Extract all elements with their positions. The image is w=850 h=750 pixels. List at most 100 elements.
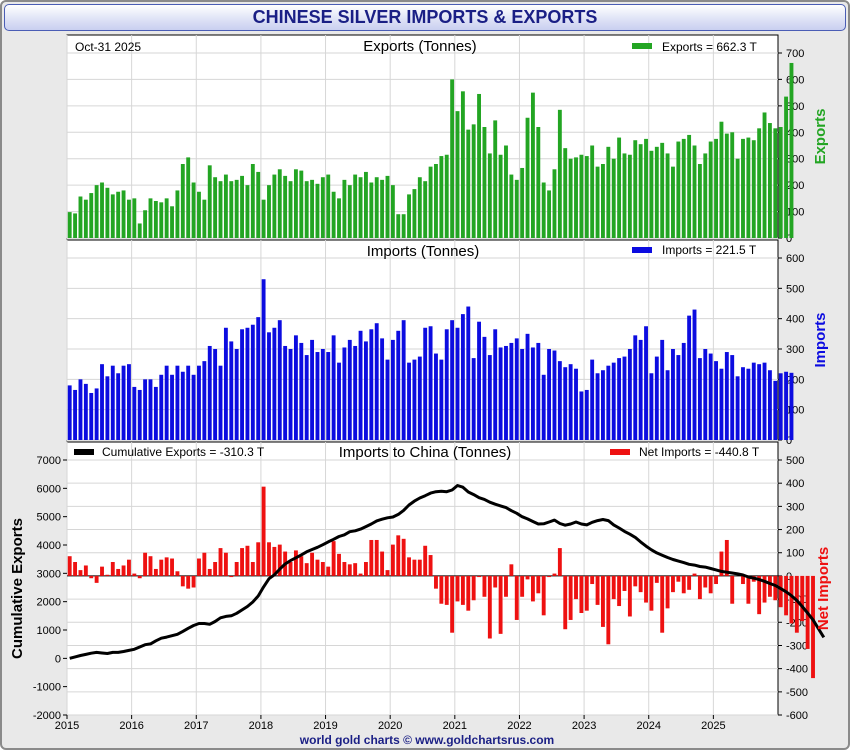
imports-bar bbox=[493, 329, 498, 440]
exports-bar bbox=[272, 174, 277, 238]
imports-bar bbox=[148, 379, 153, 440]
exports-bar bbox=[671, 166, 675, 238]
net-imports-bar bbox=[773, 575, 778, 601]
exports-bar bbox=[304, 181, 309, 238]
net-imports-bar bbox=[665, 575, 670, 609]
net-imports-bar bbox=[121, 565, 126, 576]
exports-bar bbox=[73, 213, 78, 238]
imports-bar bbox=[299, 342, 304, 440]
exports-bar bbox=[606, 146, 611, 238]
exports-bar bbox=[218, 181, 223, 238]
imports-bar bbox=[116, 373, 121, 440]
exports-bar bbox=[746, 137, 751, 238]
exports-bar bbox=[358, 177, 363, 238]
net-imports-bar bbox=[697, 575, 702, 600]
y-tick-label: 700 bbox=[786, 48, 804, 60]
y-tick-label-left: 5000 bbox=[37, 512, 61, 524]
exports-bar bbox=[67, 212, 72, 238]
exports-bar bbox=[78, 196, 83, 238]
exports-bar bbox=[719, 121, 724, 238]
net-imports-bar bbox=[385, 570, 390, 576]
imports-bar bbox=[498, 347, 503, 440]
imports-bar bbox=[439, 359, 444, 440]
y-tick-label: 0 bbox=[786, 435, 792, 447]
net-imports-bar bbox=[638, 575, 643, 593]
exports-bar bbox=[482, 127, 487, 238]
net-imports-bar bbox=[660, 575, 665, 633]
imports-bar bbox=[240, 329, 244, 440]
net-imports-bar bbox=[256, 542, 261, 576]
exports-bar bbox=[186, 157, 191, 238]
y-tick-label: 200 bbox=[786, 180, 804, 192]
net-imports-bar bbox=[277, 544, 282, 576]
net-imports-bar bbox=[649, 575, 654, 611]
imports-bar bbox=[644, 326, 648, 440]
imports-bar bbox=[746, 368, 751, 440]
net-imports-bar bbox=[197, 558, 201, 576]
net-imports-bar bbox=[654, 575, 659, 583]
exports-bar bbox=[520, 167, 525, 238]
imports-bar bbox=[654, 356, 659, 440]
imports-bar bbox=[714, 361, 718, 440]
net-imports-bar bbox=[191, 575, 196, 588]
exports-bar bbox=[223, 174, 228, 238]
imports-bar bbox=[455, 327, 460, 440]
exports-bar bbox=[423, 181, 428, 238]
net-imports-bar bbox=[784, 575, 789, 616]
exports-bar bbox=[633, 140, 638, 238]
net-imports-bar bbox=[681, 575, 686, 594]
exports-legend-label: Exports = 662.3 T bbox=[662, 40, 758, 54]
x-tick-label: 2025 bbox=[701, 720, 725, 732]
net-imports-bar bbox=[687, 575, 692, 590]
net-imports-bar bbox=[746, 575, 751, 604]
net-imports-bar bbox=[617, 575, 622, 607]
cumulative-axis-label: Cumulative Exports bbox=[9, 518, 26, 659]
net-imports-bar bbox=[514, 575, 519, 620]
net-imports-bar bbox=[148, 556, 153, 576]
imports-bar bbox=[213, 349, 218, 440]
exports-bar bbox=[250, 164, 255, 238]
exports-bar bbox=[541, 182, 546, 238]
y-tick-label: 300 bbox=[786, 344, 804, 356]
net-imports-bar bbox=[493, 575, 498, 588]
exports-bar bbox=[617, 137, 622, 238]
net-imports-bar bbox=[741, 575, 745, 585]
exports-bar bbox=[579, 154, 584, 238]
net-imports-bar bbox=[180, 575, 185, 587]
net-imports-bar bbox=[794, 575, 799, 633]
imports-bar bbox=[606, 365, 611, 440]
imports-bar bbox=[320, 349, 325, 440]
net-imports-bar bbox=[671, 575, 675, 593]
imports-bar bbox=[137, 389, 142, 440]
imports-bar bbox=[487, 355, 492, 440]
exports-bar bbox=[256, 171, 261, 238]
imports-bar bbox=[622, 356, 627, 440]
exports-bar bbox=[320, 177, 325, 238]
imports-bar bbox=[574, 368, 578, 440]
y-tick-label: 400 bbox=[786, 314, 804, 326]
net-imports-bar bbox=[105, 574, 110, 576]
imports-bar bbox=[164, 365, 169, 440]
net-imports-bar bbox=[601, 575, 605, 627]
net-imports-bar bbox=[412, 559, 417, 576]
imports-bar bbox=[234, 349, 239, 440]
imports-bar bbox=[331, 335, 336, 440]
net-imports-bar bbox=[590, 575, 595, 585]
net-legend-label: Net Imports = -440.8 T bbox=[639, 445, 760, 459]
exports-bar bbox=[153, 201, 158, 238]
exports-bar bbox=[784, 96, 789, 238]
exports-bar bbox=[601, 164, 605, 238]
imports-bar bbox=[94, 388, 99, 440]
exports-bar bbox=[299, 170, 304, 238]
net-imports-bar bbox=[159, 559, 164, 576]
imports-bar bbox=[100, 364, 104, 440]
exports-bar bbox=[547, 190, 552, 238]
imports-bar bbox=[471, 358, 476, 440]
y-tick-label-left: 0 bbox=[55, 653, 61, 665]
net-imports-bar bbox=[202, 552, 207, 576]
net-imports-bar bbox=[584, 575, 589, 611]
net-imports-bar bbox=[541, 575, 546, 616]
imports-bar bbox=[374, 323, 379, 440]
exports-bar bbox=[342, 179, 347, 238]
exports-bar bbox=[509, 174, 514, 238]
